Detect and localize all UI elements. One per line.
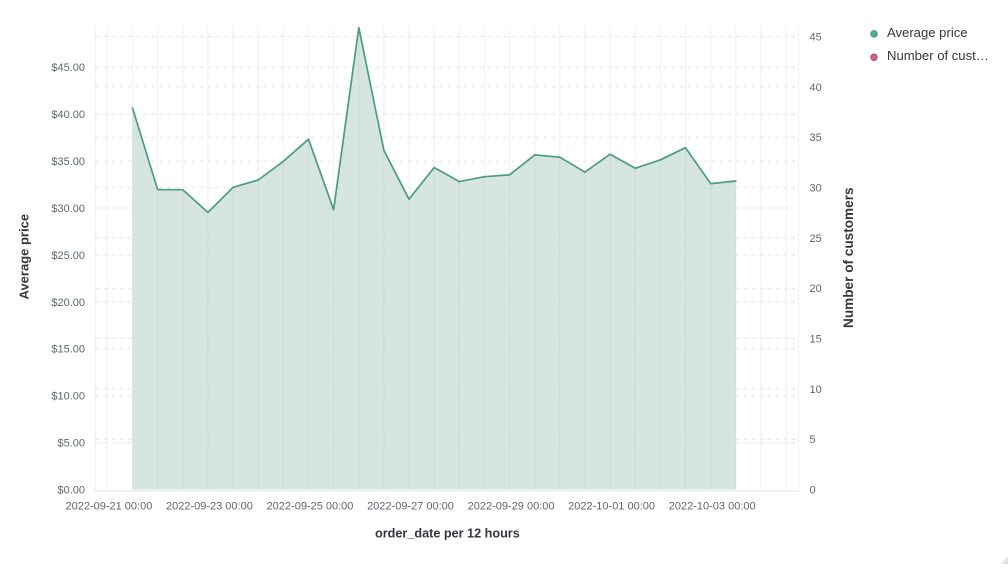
svg-text:$20.00: $20.00 xyxy=(51,297,85,309)
svg-text:10: 10 xyxy=(810,384,822,396)
svg-text:2022-09-21 00:00: 2022-09-21 00:00 xyxy=(65,501,152,513)
svg-text:35: 35 xyxy=(810,132,822,144)
svg-text:20: 20 xyxy=(810,283,822,295)
svg-text:15: 15 xyxy=(810,333,822,345)
svg-text:2022-10-01 00:00: 2022-10-01 00:00 xyxy=(568,501,655,513)
svg-text:40: 40 xyxy=(810,82,822,94)
svg-text:30: 30 xyxy=(810,183,822,195)
svg-text:order_date per 12 hours: order_date per 12 hours xyxy=(375,526,520,540)
svg-text:$30.00: $30.00 xyxy=(51,203,85,215)
svg-text:$25.00: $25.00 xyxy=(51,250,85,262)
svg-text:$10.00: $10.00 xyxy=(51,391,85,403)
svg-text:2022-09-23 00:00: 2022-09-23 00:00 xyxy=(166,501,253,513)
svg-text:2022-09-29 00:00: 2022-09-29 00:00 xyxy=(468,501,555,513)
svg-text:$15.00: $15.00 xyxy=(51,344,85,356)
svg-text:Average price: Average price xyxy=(887,25,968,40)
svg-text:5: 5 xyxy=(810,434,816,446)
svg-text:$40.00: $40.00 xyxy=(51,109,85,121)
svg-text:Number of cust…: Number of cust… xyxy=(887,48,989,63)
svg-text:$45.00: $45.00 xyxy=(51,62,85,74)
svg-text:2022-09-25 00:00: 2022-09-25 00:00 xyxy=(267,501,354,513)
svg-text:2022-09-27 00:00: 2022-09-27 00:00 xyxy=(367,501,454,513)
svg-text:2022-10-03 00:00: 2022-10-03 00:00 xyxy=(669,501,756,513)
svg-text:25: 25 xyxy=(810,233,822,245)
svg-text:Average price: Average price xyxy=(17,214,32,300)
svg-text:$35.00: $35.00 xyxy=(51,156,85,168)
svg-text:45: 45 xyxy=(810,32,822,44)
svg-text:$0.00: $0.00 xyxy=(57,485,85,497)
svg-text:$5.00: $5.00 xyxy=(57,438,85,450)
svg-text:0: 0 xyxy=(810,484,816,496)
svg-text:Number of customers: Number of customers xyxy=(841,187,856,328)
